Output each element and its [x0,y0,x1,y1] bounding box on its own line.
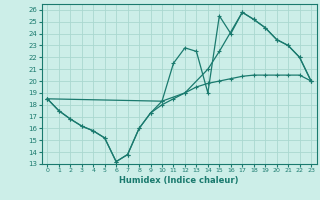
X-axis label: Humidex (Indice chaleur): Humidex (Indice chaleur) [119,176,239,185]
